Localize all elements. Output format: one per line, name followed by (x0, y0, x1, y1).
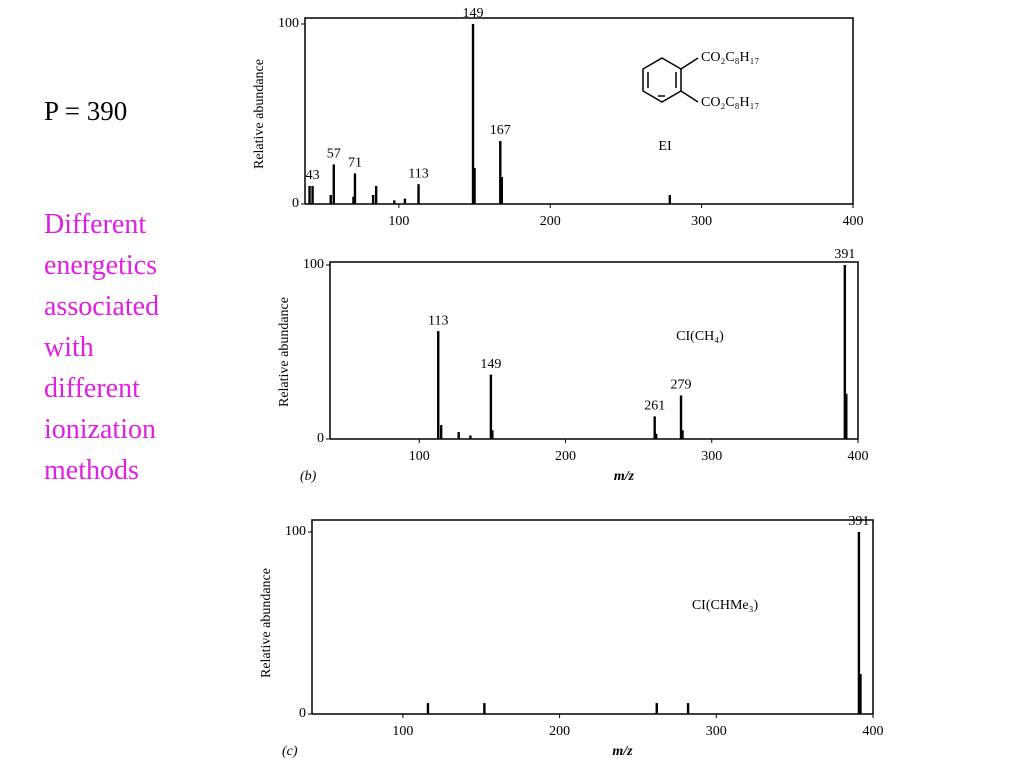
peak-label: 261 (644, 399, 665, 414)
x-tick-label: 200 (555, 449, 576, 464)
x-axis-label: m/z (612, 744, 633, 759)
peak (371, 195, 375, 204)
x-tick-label: 400 (863, 724, 884, 739)
peak (469, 435, 472, 439)
substituent-label: CO₂C₈H₁₇ (701, 50, 760, 65)
frame (329, 261, 859, 440)
peak (332, 164, 335, 204)
peak (668, 195, 672, 204)
peak (491, 430, 494, 439)
peak (353, 173, 357, 204)
x-tick-label: 300 (706, 724, 727, 739)
y-tick-label: 100 (303, 257, 324, 272)
x-tick-label: 100 (409, 449, 430, 464)
peak (329, 195, 332, 204)
peak-label: 149 (463, 6, 484, 21)
y-tick-label: 0 (299, 706, 306, 721)
note: Different energetics associated with dif… (44, 209, 160, 486)
peak (843, 265, 847, 439)
peak (417, 184, 420, 204)
peak-label: 57 (327, 147, 341, 162)
peak (499, 141, 502, 204)
peak (439, 425, 443, 439)
peak (471, 24, 475, 204)
frame (304, 17, 854, 205)
peak-label: 391 (848, 514, 869, 529)
peak-label: 149 (480, 357, 501, 372)
peak (311, 186, 314, 204)
y-tick-label: 100 (285, 524, 306, 539)
peak (653, 416, 656, 439)
y-tick-label: 0 (317, 431, 324, 446)
y-tick-label: 0 (292, 196, 299, 211)
peak (426, 703, 430, 714)
peak-label: 391 (834, 247, 855, 262)
x-tick-label: 200 (540, 214, 561, 229)
peak-label: 113 (428, 313, 448, 328)
peak-label: 167 (490, 123, 511, 138)
peak (686, 703, 690, 714)
peak (679, 395, 683, 439)
peak (859, 673, 862, 714)
annotation: EI (658, 139, 672, 154)
annotation: CI(CHMe₃) (692, 598, 759, 613)
x-tick-label: 100 (388, 214, 409, 229)
peak (655, 703, 658, 714)
peak (857, 532, 861, 714)
peak-label: 113 (408, 166, 428, 181)
annotation: CI(CH₄) (676, 329, 724, 344)
x-tick-label: 200 (549, 724, 570, 739)
y-tick-label: 100 (278, 16, 299, 31)
peak (681, 430, 684, 439)
peak (437, 331, 440, 439)
peak-label: 279 (671, 378, 692, 393)
y-axis-label: Relative abundance (277, 297, 292, 407)
peak (473, 168, 476, 204)
peak (308, 186, 311, 204)
x-tick-label: 400 (843, 214, 864, 229)
x-tick-label: 400 (848, 449, 869, 464)
substituent-label: CO₂C₈H₁₇ (701, 95, 760, 110)
peak (845, 393, 848, 439)
peak (352, 196, 355, 204)
x-tick-label: 300 (691, 214, 712, 229)
peak (403, 198, 407, 204)
x-tick-label: 100 (392, 724, 413, 739)
frame (311, 519, 874, 715)
peak (489, 374, 493, 439)
benzene-structure (642, 57, 699, 103)
peak (457, 432, 460, 439)
peak (654, 433, 658, 439)
heading: P = 390 (44, 96, 128, 126)
x-axis-label: m/z (614, 469, 635, 484)
peak-label: 71 (348, 156, 362, 171)
peak-label: 43 (306, 168, 320, 183)
y-axis-label: Relative abundance (259, 568, 274, 678)
peak (500, 177, 503, 204)
x-tick-label: 300 (701, 449, 722, 464)
peak (483, 703, 486, 714)
panel-label: (b) (300, 469, 317, 484)
y-axis-label: Relative abundance (252, 59, 267, 169)
peak (374, 186, 378, 204)
peak (393, 200, 396, 204)
panel-label: (c) (282, 744, 298, 759)
